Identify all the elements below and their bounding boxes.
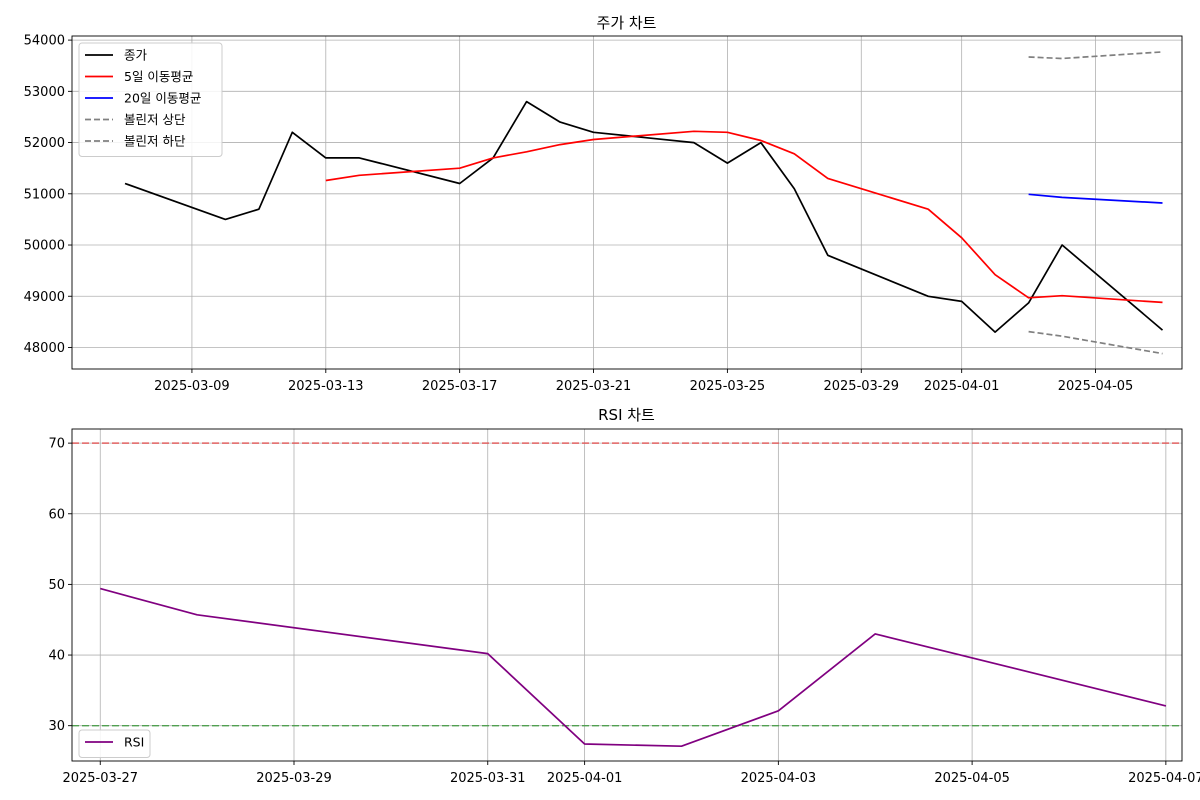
rsi-chart-grid [72,429,1182,761]
x-tick-label: 2025-04-01 [924,379,1000,394]
y-tick-label: 30 [48,719,65,734]
price-chart-grid [72,36,1182,369]
legend-label: 20일 이동평균 [124,91,201,106]
y-tick-label: 53000 [24,85,65,100]
legend-label: 볼린저 상단 [124,112,186,127]
y-tick-label: 54000 [24,34,65,49]
series-line-5 [325,130,1163,304]
rsi-chart-series [72,442,1182,748]
x-tick-label: 2025-03-29 [823,379,899,394]
x-tick-label: 2025-03-27 [62,771,138,786]
legend-box [78,729,151,758]
x-tick-label: 2025-04-03 [741,771,817,786]
y-tick-label: 70 [48,437,65,452]
rsi-chart-title: RSI 차트 [598,406,655,424]
series-line-series [1028,51,1163,60]
x-tick-label: 2025-04-05 [934,771,1010,786]
x-tick-label: 2025-03-13 [288,379,364,394]
series-line-series [124,100,1164,333]
x-tick-label: 2025-03-25 [690,379,766,394]
series-line-20 [1028,193,1163,204]
price-chart-axes: 2025-03-09 2025-03-13 2025-03-17 2025-03-21… [24,34,1183,394]
y-tick-label: 40 [48,649,65,664]
rsi-chart-axes: 2025-03-27 2025-03-29 2025-03-31 2025-04-01… [48,428,1200,786]
price-chart-series [124,51,1164,355]
y-tick-label: 48000 [24,341,65,356]
legend-label: 5일 이동평균 [124,69,193,84]
rsi-chart: RSI 차트 2025-03-27 2025-03-29 2025-03-31 202… [48,406,1200,786]
y-tick-label: 52000 [24,136,65,151]
y-tick-label: 49000 [24,290,65,305]
series-line-rsi [100,587,1167,748]
y-tick-label: 50 [48,578,65,593]
x-tick-label: 2025-03-09 [154,379,230,394]
x-tick-label: 2025-03-17 [422,379,498,394]
x-tick-label: 2025-03-29 [256,771,332,786]
legend-label: 종가 [124,48,148,63]
y-tick-label: 50000 [24,239,65,254]
x-tick-label: 2025-03-21 [556,379,632,394]
x-tick-label: 2025-03-31 [450,771,526,786]
rsi-chart-legend: RSI [78,729,151,758]
x-tick-label: 2025-04-01 [547,771,623,786]
y-tick-label: 51000 [24,187,65,202]
series-line-series [1028,330,1163,355]
x-tick-label: 2025-04-07 [1128,771,1200,786]
legend-box [78,42,223,157]
x-tick-label: 2025-04-05 [1058,379,1134,394]
y-tick-label: 60 [48,507,65,522]
price-chart-title: 주가 차트 [597,14,657,32]
price-chart: 주가 차트 2025-03-09 2025-03-13 2025-03-17 2025… [24,14,1183,394]
legend-label: 볼린저 하단 [124,134,186,149]
legend-label: RSI [124,735,144,750]
plot-frame [71,35,1183,370]
plot-frame [71,428,1183,762]
